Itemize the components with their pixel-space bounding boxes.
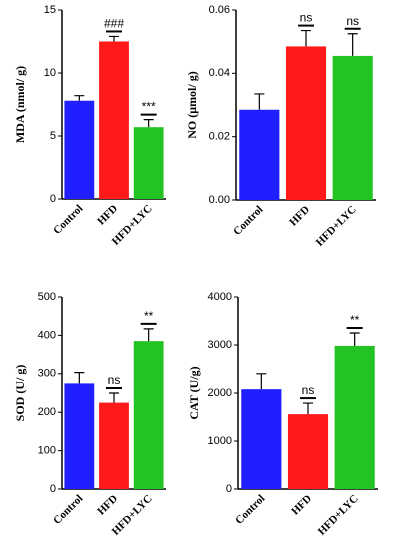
- y-tick-label: 200: [38, 406, 56, 418]
- bar: [332, 55, 373, 200]
- x-tick-label: Control: [231, 204, 265, 238]
- bar: [239, 109, 280, 200]
- error-bar: [349, 332, 360, 346]
- x-tick-label: HFD+LYC: [316, 493, 361, 538]
- y-tick-label: 1000: [208, 435, 232, 447]
- bar: [285, 46, 327, 200]
- bar: [133, 127, 164, 199]
- y-tick-label: 3000: [208, 339, 232, 351]
- bar: [133, 341, 164, 489]
- error-bar: [109, 35, 119, 42]
- error-bar: [109, 392, 119, 403]
- y-tick-label: 5: [50, 130, 56, 142]
- x-tick-label: HFD: [95, 493, 120, 518]
- error-bar: [74, 95, 85, 101]
- y-tick-label: 0.00: [209, 194, 230, 206]
- y-tick-label: 0.02: [209, 131, 230, 143]
- x-tick-label: HFD: [287, 204, 312, 229]
- y-tick-label: 4000: [208, 291, 232, 303]
- y-tick-label: 0.04: [209, 67, 230, 79]
- y-tick-label: 0.06: [209, 4, 230, 16]
- error-bar: [74, 372, 85, 384]
- x-tick-label: HFD: [289, 493, 314, 518]
- y-tick-label: 0: [226, 483, 232, 495]
- annotation: ns: [346, 14, 359, 28]
- error-bar: [143, 119, 154, 128]
- annotation: ###: [104, 16, 124, 30]
- x-tick-label: HFD+LYC: [314, 204, 359, 249]
- error-bar: [254, 93, 265, 110]
- error-bar: [143, 328, 154, 342]
- bar: [334, 345, 375, 489]
- y-tick-label: 500: [38, 291, 56, 303]
- annotation: **: [350, 313, 360, 327]
- y-tick-label: 300: [38, 368, 56, 380]
- y-axis-label: CAT (U/g): [187, 366, 201, 419]
- error-bar: [301, 29, 311, 47]
- y-axis-label: MDA (nmol/ g): [13, 66, 27, 143]
- y-tick-label: 10: [44, 67, 56, 79]
- bar: [64, 383, 95, 489]
- annotation: ns: [302, 383, 315, 397]
- annotation: ***: [142, 100, 156, 114]
- x-tick-label: Control: [51, 493, 85, 527]
- y-tick-label: 2000: [208, 387, 232, 399]
- y-tick-label: 100: [38, 445, 56, 457]
- error-bar: [256, 373, 267, 390]
- y-axis-label: NO (μmol/ g): [185, 71, 199, 138]
- annotation: ns: [300, 11, 313, 25]
- y-tick-label: 15: [44, 4, 56, 16]
- error-bar: [347, 33, 358, 56]
- bar: [287, 414, 329, 489]
- bar: [99, 402, 129, 489]
- x-tick-label: Control: [51, 203, 85, 237]
- error-bar: [303, 402, 313, 415]
- bar: [64, 100, 95, 199]
- y-tick-label: 400: [38, 329, 56, 341]
- bar: [99, 41, 129, 199]
- y-axis-label: SOD (U/ g): [13, 365, 27, 422]
- x-tick-label: HFD: [95, 203, 120, 228]
- annotation: **: [144, 309, 154, 323]
- annotation: ns: [108, 373, 121, 387]
- y-tick-label: 0: [50, 483, 56, 495]
- bar: [241, 389, 282, 489]
- y-tick-label: 0: [50, 193, 56, 205]
- x-tick-label: Control: [233, 493, 267, 527]
